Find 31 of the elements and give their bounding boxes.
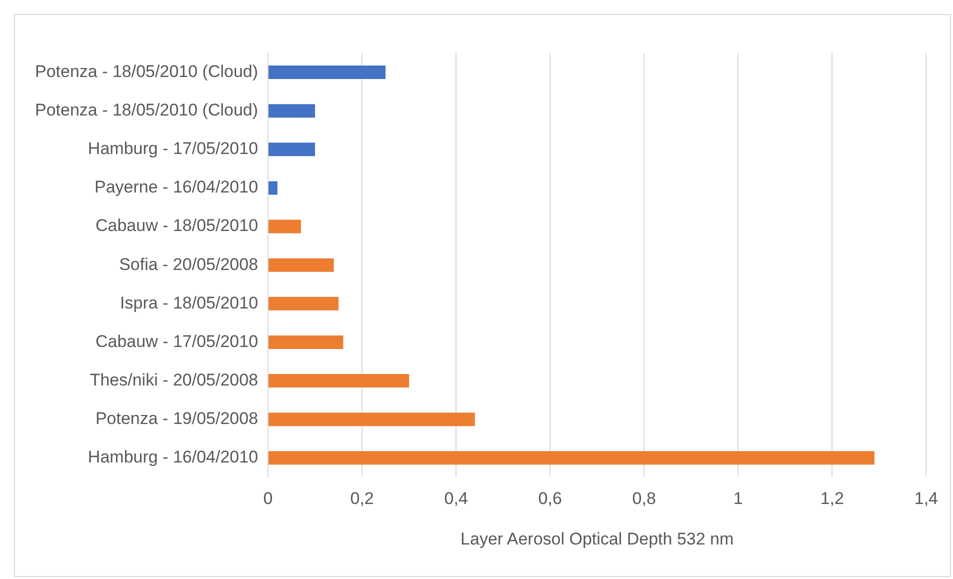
bar: [268, 142, 316, 156]
y-tick-label: Cabauw - 17/05/2010: [95, 332, 258, 351]
bar: [268, 451, 874, 465]
bar: [268, 220, 301, 234]
bar: [268, 104, 316, 118]
y-tick-label: Cabauw - 18/05/2010: [95, 216, 258, 236]
y-tick-label: Sofia - 20/05/2008: [119, 254, 258, 274]
x-tick-label: 1,2: [820, 489, 844, 508]
y-tick-label: Potenza - 18/05/2010 (Cloud): [34, 100, 258, 120]
bar: [268, 66, 386, 80]
bar: [268, 258, 334, 272]
x-tick-label: 0,6: [538, 489, 562, 508]
x-tick-label: 0,2: [350, 489, 374, 508]
x-axis-title: Layer Aerosol Optical Depth 532 nm: [460, 529, 734, 548]
bar: [268, 296, 339, 310]
y-tick-label: Hamburg - 16/04/2010: [88, 448, 258, 467]
x-tick-label: 0,4: [444, 489, 468, 508]
bar: [268, 335, 344, 349]
y-tick-label: Payerne - 16/04/2010: [94, 178, 258, 197]
bar: [268, 374, 410, 388]
y-tick-label: Thes/niki - 20/05/2008: [90, 370, 258, 390]
bar: [268, 412, 475, 426]
x-tick-label: 1: [733, 489, 743, 508]
x-tick-label: 0,8: [632, 489, 656, 508]
y-tick-label: Hamburg - 17/05/2010: [88, 139, 258, 158]
y-tick-label: Potenza - 19/05/2008: [95, 409, 258, 428]
y-tick-label: Ispra - 18/05/2010: [120, 293, 258, 312]
x-tick-label: 0: [263, 489, 273, 508]
bar: [268, 181, 278, 195]
x-tick-label: 1,4: [914, 489, 938, 508]
y-tick-label: Potenza - 18/05/2010 (Cloud): [34, 62, 258, 81]
